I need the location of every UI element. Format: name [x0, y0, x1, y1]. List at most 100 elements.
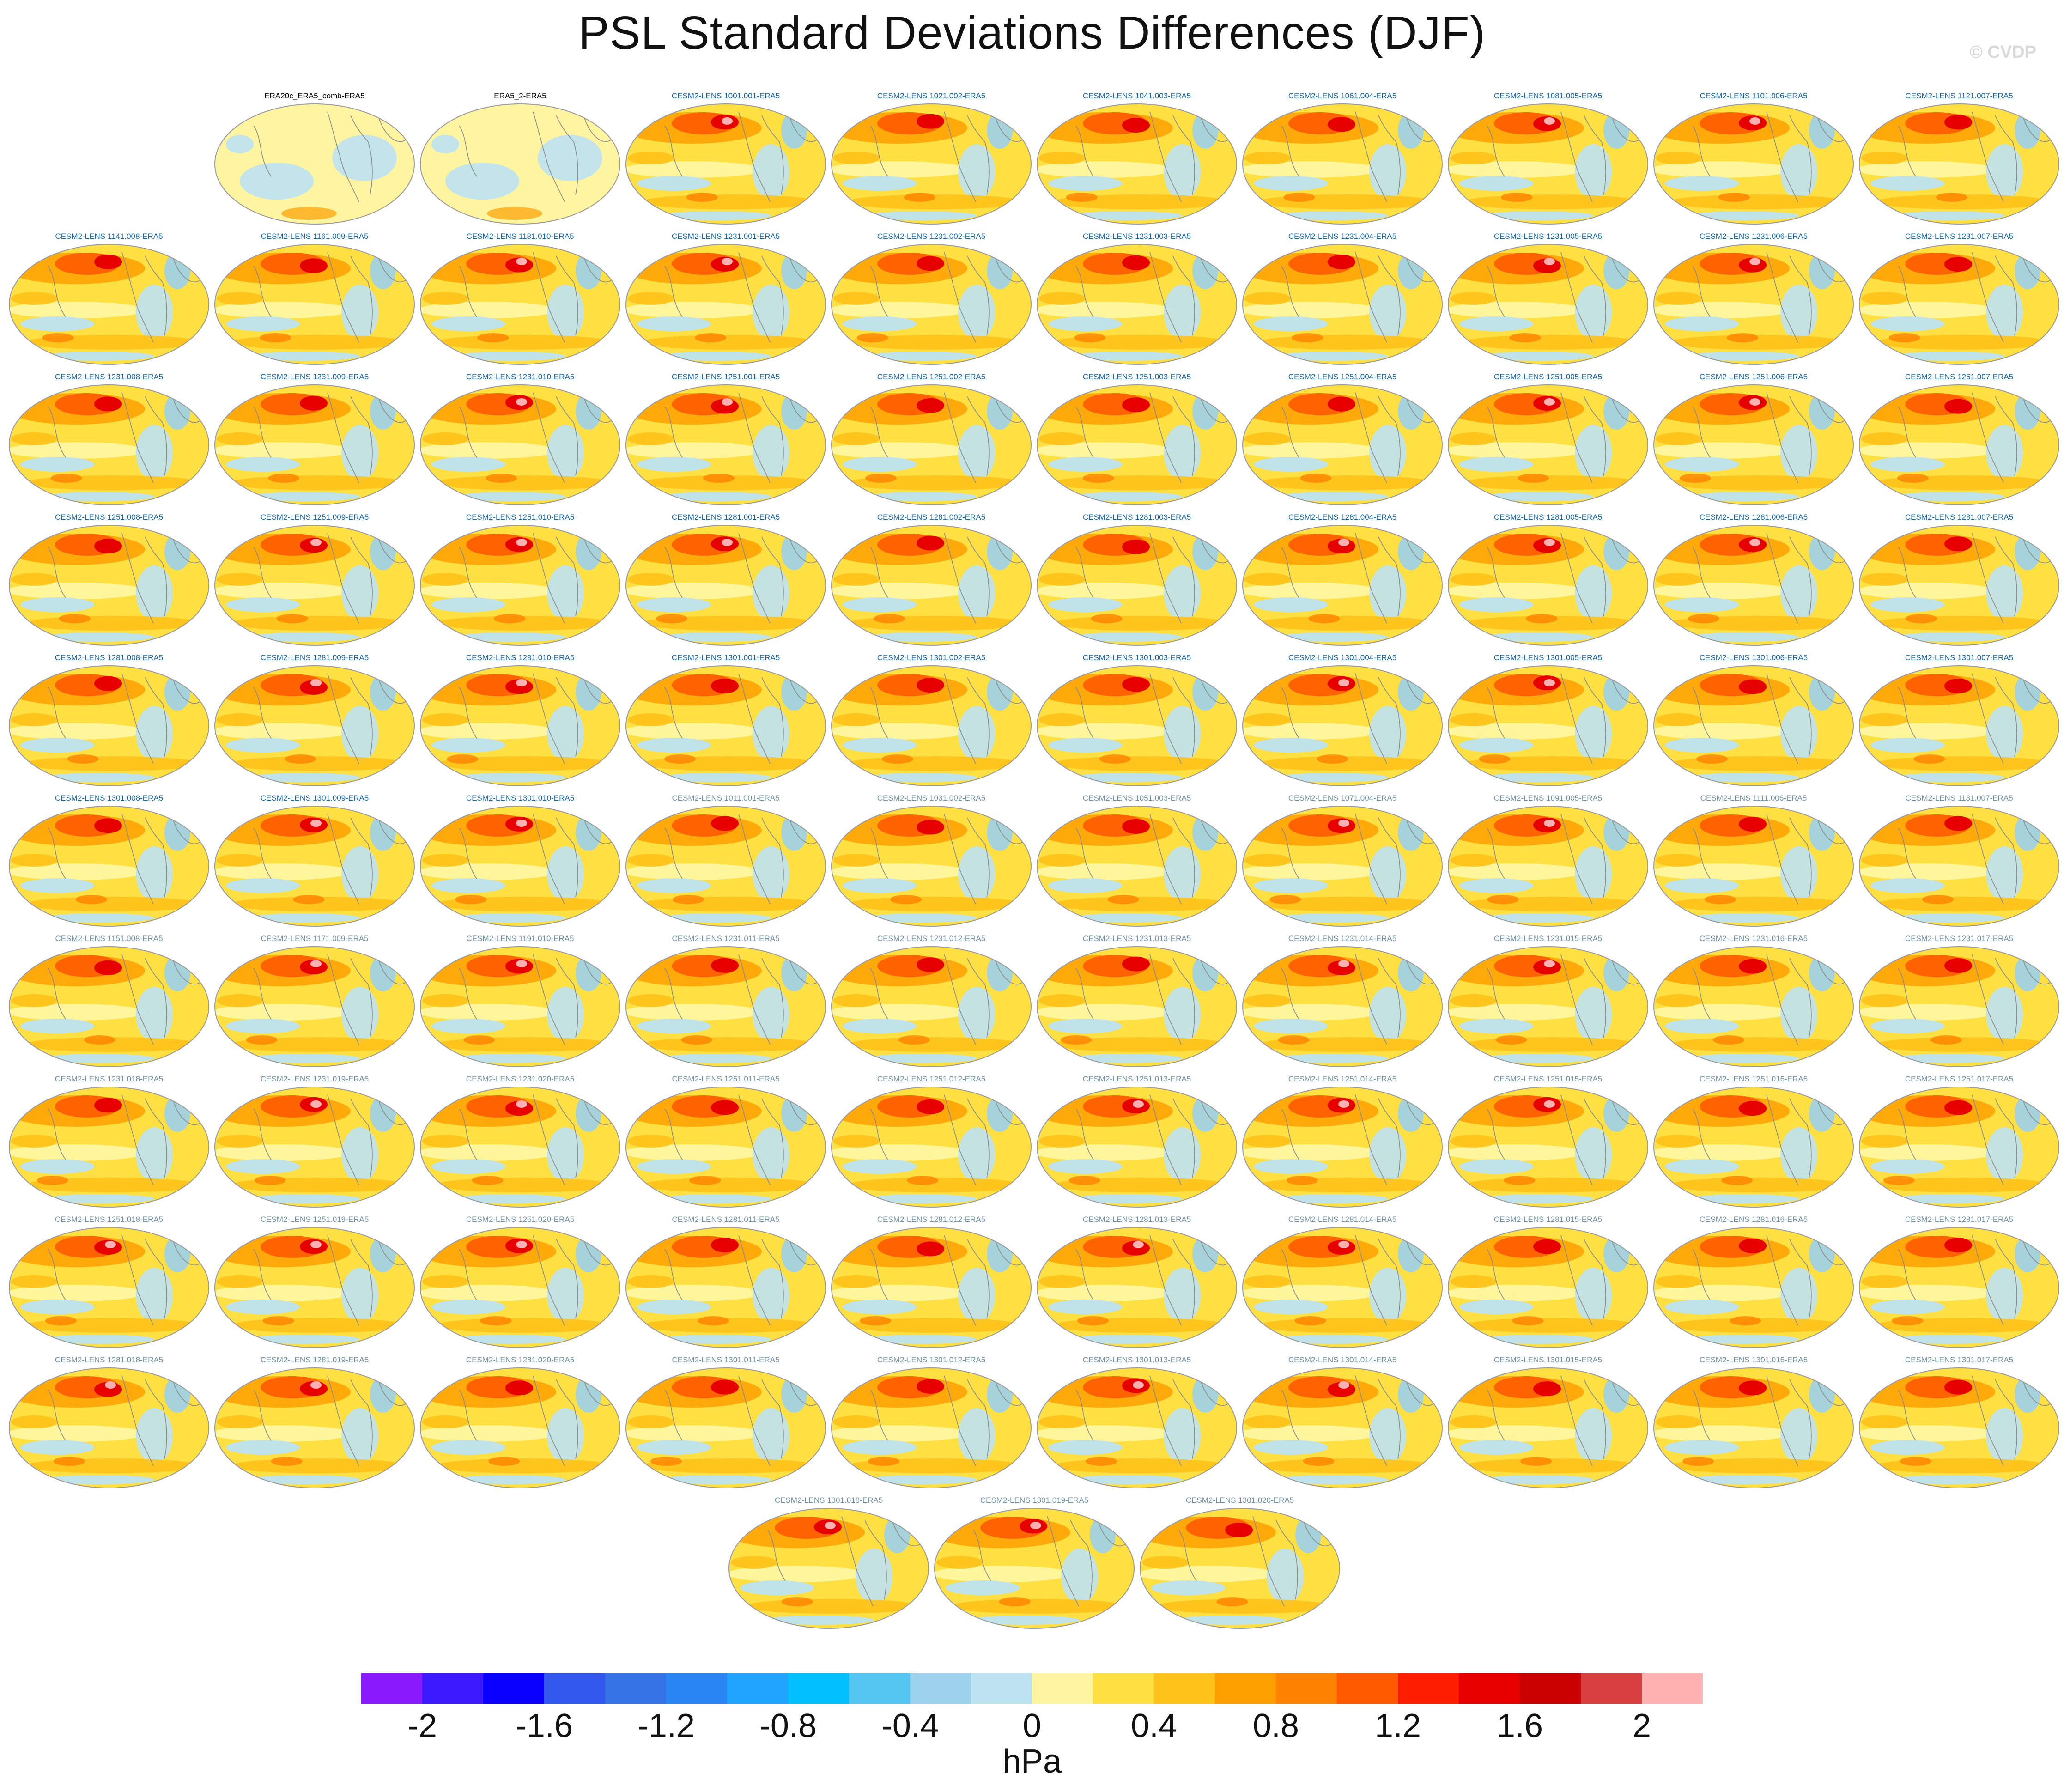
panel-title: CESM2-LENS 1301.008-ERA5	[55, 794, 164, 802]
map-projection	[831, 384, 1032, 505]
map-projection	[1037, 525, 1237, 646]
colorbar-swatch	[1459, 1673, 1520, 1704]
map-projection	[1653, 665, 1854, 786]
map-projection	[831, 244, 1032, 365]
map-panel: CESM2-LENS 1191.010-ERA5	[418, 933, 623, 1072]
panel-title: CESM2-LENS 1231.006-ERA5	[1699, 232, 1808, 241]
map-panel: CESM2-LENS 1301.012-ERA5	[829, 1355, 1034, 1493]
panel-title: CESM2-LENS 1251.019-ERA5	[260, 1215, 369, 1224]
panel-title: CESM2-LENS 1161.009-ERA5	[261, 232, 369, 241]
map-projection	[214, 806, 415, 927]
map-panel: CESM2-LENS 1231.011-ERA5	[623, 933, 828, 1072]
map-panel: CESM2-LENS 1251.010-ERA5	[418, 512, 623, 650]
map-panel: CESM2-LENS 1301.007-ERA5	[1857, 652, 2062, 791]
panel-title: CESM2-LENS 1251.014-ERA5	[1288, 1075, 1397, 1083]
map-projection	[625, 946, 826, 1067]
map-panel: CESM2-LENS 1181.010-ERA5	[418, 231, 623, 370]
colorbar-swatch	[1093, 1673, 1154, 1704]
map-panel: CESM2-LENS 1011.001-ERA5	[623, 793, 828, 931]
panel-title: CESM2-LENS 1251.008-ERA5	[55, 513, 164, 522]
map-panel: CESM2-LENS 1251.017-ERA5	[1857, 1074, 2062, 1212]
map-panel: CESM2-LENS 1151.008-ERA5	[6, 933, 212, 1072]
panel-title: CESM2-LENS 1231.004-ERA5	[1288, 232, 1397, 241]
map-panel: CESM2-LENS 1001.001-ERA5	[623, 91, 828, 229]
map-panel: CESM2-LENS 1231.013-ERA5	[1034, 933, 1239, 1072]
map-projection	[1653, 244, 1854, 365]
map-panel: CESM2-LENS 1231.014-ERA5	[1240, 933, 1445, 1072]
map-panel: CESM2-LENS 1231.017-ERA5	[1857, 933, 2062, 1072]
colorbar-swatch	[605, 1673, 667, 1704]
panel-title: CESM2-LENS 1251.001-ERA5	[671, 372, 780, 381]
map-projection	[1037, 1227, 1237, 1348]
map-projection	[1859, 1227, 2059, 1348]
panel-title: CESM2-LENS 1301.016-ERA5	[1699, 1355, 1808, 1364]
map-projection	[831, 1087, 1032, 1208]
panel-title: CESM2-LENS 1231.002-ERA5	[877, 232, 986, 241]
panel-title: CESM2-LENS 1251.003-ERA5	[1082, 372, 1191, 381]
map-panel: CESM2-LENS 1231.003-ERA5	[1034, 231, 1239, 370]
map-panel: CESM2-LENS 1041.003-ERA5	[1034, 91, 1239, 229]
map-panel: CESM2-LENS 1251.020-ERA5	[418, 1214, 623, 1353]
panel-title: CESM2-LENS 1021.002-ERA5	[877, 91, 986, 100]
map-panel: CESM2-LENS 1281.011-ERA5	[623, 1214, 828, 1353]
colorbar-swatch	[483, 1673, 545, 1704]
panel-title: CESM2-LENS 1231.014-ERA5	[1288, 934, 1397, 943]
figure-title: PSL Standard Deviations Differences (DJF…	[578, 7, 1486, 59]
panel-title: CESM2-LENS 1131.007-ERA5	[1905, 794, 2013, 802]
panel-title: CESM2-LENS 1061.004-ERA5	[1288, 91, 1397, 100]
map-projection	[1859, 103, 2059, 225]
map-panel: CESM2-LENS 1081.005-ERA5	[1445, 91, 1651, 229]
map-projection	[1653, 525, 1854, 646]
map-projection	[728, 1508, 929, 1629]
map-projection	[9, 1227, 209, 1348]
colorbar-swatch	[971, 1673, 1032, 1704]
panel-title: CESM2-LENS 1301.001-ERA5	[671, 653, 780, 662]
map-panel: CESM2-LENS 1301.005-ERA5	[1445, 652, 1651, 791]
map-projection	[1448, 1087, 1648, 1208]
colorbar-swatch	[1215, 1673, 1276, 1704]
map-projection	[1242, 806, 1443, 927]
colorbar-swatch	[1520, 1673, 1581, 1704]
panel-title: CESM2-LENS 1301.009-ERA5	[260, 794, 369, 802]
map-panel: CESM2-LENS 1301.009-ERA5	[212, 793, 417, 931]
map-projection	[1653, 806, 1854, 927]
panel-title: CESM2-LENS 1081.005-ERA5	[1493, 91, 1603, 100]
map-projection	[9, 525, 209, 646]
map-projection	[625, 525, 826, 646]
panel-title: ERA5_2-ERA5	[494, 91, 546, 100]
panel-title: CESM2-LENS 1281.012-ERA5	[877, 1215, 986, 1224]
map-panel: CESM2-LENS 1231.015-ERA5	[1445, 933, 1651, 1072]
map-panel: CESM2-LENS 1251.002-ERA5	[829, 371, 1034, 510]
panel-title: CESM2-LENS 1301.019-ERA5	[980, 1496, 1089, 1505]
map-panel: CESM2-LENS 1301.017-ERA5	[1857, 1355, 2062, 1493]
colorbar-tick-label: 0.8	[1252, 1707, 1299, 1744]
map-projection	[1859, 244, 2059, 365]
map-projection	[1037, 384, 1237, 505]
colorbar-swatch	[422, 1673, 484, 1704]
panel-title: CESM2-LENS 1251.010-ERA5	[466, 513, 575, 522]
map-panel: CESM2-LENS 1281.018-ERA5	[6, 1355, 212, 1493]
map-projection	[1448, 103, 1648, 225]
map-projection	[831, 525, 1032, 646]
map-panel: CESM2-LENS 1231.002-ERA5	[829, 231, 1034, 370]
map-panel: CESM2-LENS 1281.009-ERA5	[212, 652, 417, 791]
colorbar-swatch	[849, 1673, 911, 1704]
map-panel: CESM2-LENS 1101.006-ERA5	[1651, 91, 1856, 229]
map-projection	[1859, 1367, 2059, 1488]
map-panel: CESM2-LENS 1231.005-ERA5	[1445, 231, 1651, 370]
panel-title: CESM2-LENS 1251.009-ERA5	[260, 513, 369, 522]
map-panel: CESM2-LENS 1301.019-ERA5	[932, 1495, 1137, 1634]
map-panel: CESM2-LENS 1281.012-ERA5	[829, 1214, 1034, 1353]
panel-title: CESM2-LENS 1231.007-ERA5	[1905, 232, 2014, 241]
colorbar-tick-label: -2	[407, 1707, 437, 1744]
map-projection	[1653, 946, 1854, 1067]
panel-title: CESM2-LENS 1301.017-ERA5	[1905, 1355, 2014, 1364]
panel-title: CESM2-LENS 1251.020-ERA5	[466, 1215, 575, 1224]
panel-title: CESM2-LENS 1301.014-ERA5	[1288, 1355, 1397, 1364]
map-panel: CESM2-LENS 1131.007-ERA5	[1857, 793, 2062, 931]
map-panel: CESM2-LENS 1281.019-ERA5	[212, 1355, 417, 1493]
map-panel: CESM2-LENS 1281.015-ERA5	[1445, 1214, 1651, 1353]
map-projection	[9, 806, 209, 927]
panel-title: CESM2-LENS 1171.009-ERA5	[261, 934, 369, 943]
panel-title: CESM2-LENS 1251.011-ERA5	[672, 1075, 780, 1083]
